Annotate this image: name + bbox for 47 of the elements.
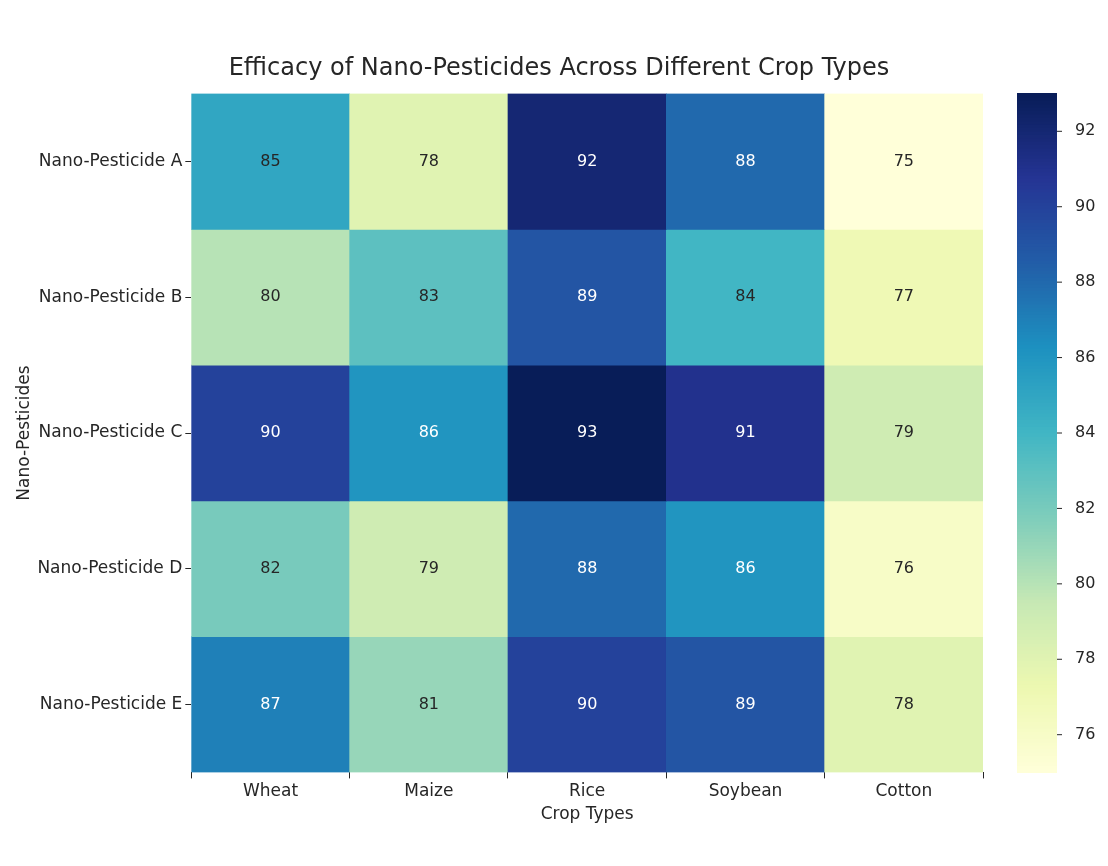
data-label: 89: [576, 286, 598, 306]
data-label: 86: [418, 422, 440, 442]
data-label: 80: [260, 286, 281, 306]
data-label: 76: [893, 557, 915, 577]
y-tick-label: Nano-Pesticide A: [38, 149, 183, 170]
x-tick-label: Rice: [568, 780, 606, 801]
data-label: 88: [576, 557, 598, 577]
data-label: 79: [893, 422, 915, 442]
color-bar-label: 88: [1075, 271, 1096, 291]
data-label: 77: [893, 286, 915, 306]
data-label: 82: [260, 557, 281, 577]
data-label: 84: [735, 286, 756, 306]
color-bar-label: 90: [1075, 195, 1096, 215]
data-label: 75: [893, 150, 915, 170]
data-label: 78: [893, 693, 915, 713]
color-bar-label: 76: [1075, 723, 1096, 743]
y-axis-title: Nano-Pesticides: [12, 365, 33, 501]
x-tick-label: Maize: [404, 780, 454, 801]
data-label: 89: [735, 693, 756, 713]
data-label: 85: [260, 150, 281, 170]
y-tick-label: Nano-Pesticide C: [38, 421, 183, 442]
x-tick-label: Wheat: [242, 780, 299, 801]
data-label: 90: [576, 693, 598, 713]
data-label: 93: [576, 422, 598, 442]
color-bar-label: 86: [1075, 346, 1096, 366]
data-label: 79: [418, 557, 440, 577]
color-bar-label: 84: [1075, 422, 1096, 442]
data-label: 83: [418, 286, 440, 306]
data-label: 86: [735, 557, 756, 577]
data-label: 92: [576, 150, 598, 170]
data-label: 91: [735, 422, 756, 442]
color-bar-label: 82: [1075, 497, 1096, 517]
x-axis-title: Crop Types: [540, 803, 634, 824]
chart-title: Efficacy of Nano-Pesticides Across Different Crop Types: [228, 53, 890, 82]
x-tick-label: Cotton: [875, 780, 933, 801]
color-bar-label: 92: [1075, 120, 1096, 140]
color-bar-label: 80: [1075, 573, 1096, 592]
y-tick-label: Nano-Pesticide E: [39, 692, 183, 713]
data-label: 78: [418, 150, 440, 170]
color-bar-label: 78: [1075, 648, 1096, 668]
data-label: 90: [260, 422, 281, 442]
y-tick-label: Nano-Pesticide D: [37, 557, 183, 578]
y-tick-label: Nano-Pesticide B: [38, 285, 183, 306]
data-label: 87: [260, 693, 281, 713]
data-label: 88: [735, 150, 756, 170]
x-tick-label: Soybean: [708, 780, 783, 801]
data-label: 81: [418, 693, 440, 713]
